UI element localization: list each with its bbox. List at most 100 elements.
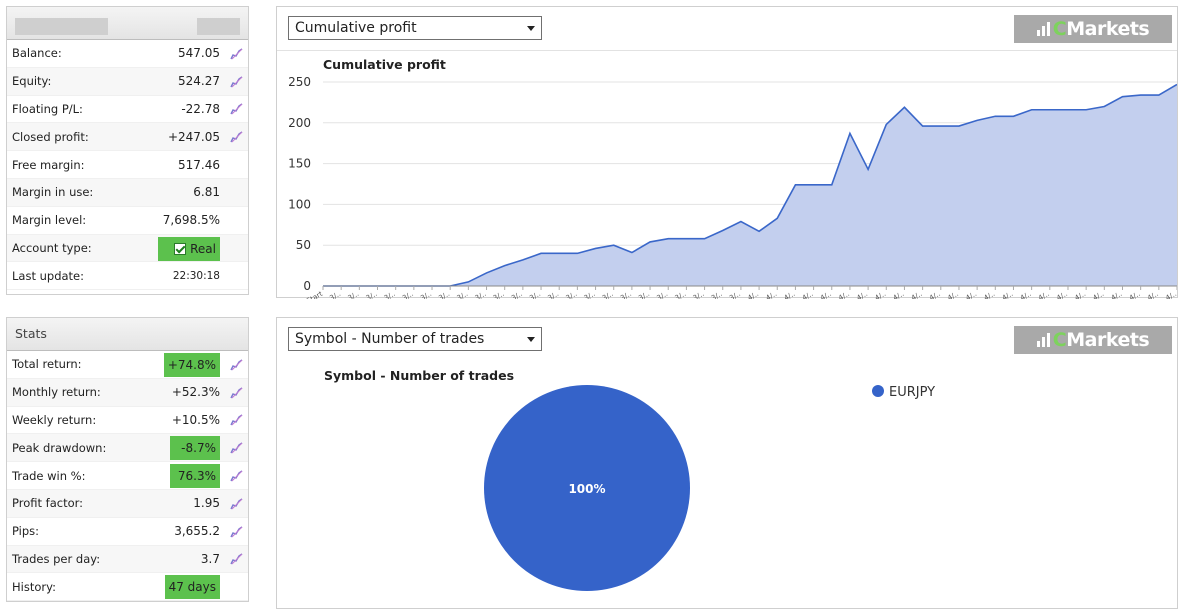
chart-type-select-value: Cumulative profit <box>295 20 417 36</box>
x-tick-label: 3/.. <box>401 290 415 299</box>
x-tick-label: 4/.. <box>983 290 997 299</box>
row-value: 22:30:18 <box>172 269 220 282</box>
x-tick-label: 3/.. <box>510 290 524 299</box>
edit-chart-icon[interactable] <box>230 441 243 454</box>
x-tick-label: 3/.. <box>546 290 560 299</box>
x-tick-label: 3/.. <box>492 290 506 299</box>
x-tick-label: 3/.. <box>456 290 470 299</box>
row-label: Closed profit: <box>12 129 89 144</box>
stats-row: Pips: 3,655.2 <box>7 518 248 546</box>
account-row: Margin in use: 6.81 <box>7 178 248 207</box>
x-tick-label: 3/.. <box>328 290 342 299</box>
x-tick-label: 4/.. <box>928 290 942 299</box>
row-value: 6.81 <box>193 185 220 200</box>
x-tick-label: 4/.. <box>746 290 760 299</box>
edit-chart-icon[interactable] <box>230 552 243 565</box>
edit-chart-icon[interactable] <box>230 75 243 88</box>
row-label: Profit factor: <box>12 496 84 511</box>
edit-chart-icon[interactable] <box>230 525 243 538</box>
x-tick-label: 4/.. <box>946 290 960 299</box>
chevron-down-icon <box>527 337 535 342</box>
account-row: Floating P/L: -22.78 <box>7 96 248 124</box>
edit-chart-icon[interactable] <box>230 47 243 60</box>
stats-row: Weekly return: +10.5% <box>7 407 248 435</box>
chart-type-select-2[interactable]: Symbol - Number of trades <box>288 327 542 351</box>
y-tick-label: 250 <box>288 75 311 89</box>
row-label: Floating P/L: <box>12 101 83 116</box>
row-label: Account type: <box>12 240 92 255</box>
x-tick-label: 4/.. <box>1146 290 1160 299</box>
row-label: Margin in use: <box>12 185 94 200</box>
row-label: Equity: <box>12 74 52 89</box>
row-value: 3,655.2 <box>174 524 220 539</box>
edit-chart-icon[interactable] <box>230 497 243 510</box>
edit-chart-icon[interactable] <box>230 102 243 115</box>
pie-slice <box>484 385 690 591</box>
x-tick-label: 3/.. <box>437 290 451 299</box>
stats-row: Monthly return: +52.3% <box>7 378 248 407</box>
x-tick-label: 4/.. <box>892 290 906 299</box>
x-tick-label: 3/.. <box>347 290 361 299</box>
x-tick-label: 3/.. <box>565 290 579 299</box>
account-name-redacted <box>15 18 108 35</box>
y-tick-label: 100 <box>288 197 311 211</box>
x-tick-label: 4/.. <box>783 290 797 299</box>
x-tick-label: 3/.. <box>474 290 488 299</box>
logo-c-glyph: C <box>1052 18 1067 40</box>
row-value: -8.7% <box>170 436 220 461</box>
x-tick-label: 4/.. <box>1128 290 1142 299</box>
logo-c-glyph: C <box>1052 329 1067 351</box>
x-tick-label: 4/.. <box>1019 290 1033 299</box>
account-row: Equity: 524.27 <box>7 67 248 96</box>
y-tick-label: 150 <box>288 157 311 171</box>
row-label: Trades per day: <box>12 551 101 566</box>
account-header <box>7 7 248 40</box>
symbol-pie-chart: Symbol - Number of trades 100% EURJPY <box>324 368 935 591</box>
x-tick-label: 3/.. <box>728 290 742 299</box>
edit-chart-icon[interactable] <box>230 386 243 399</box>
x-tick-label: 3/.. <box>619 290 633 299</box>
x-tick-label: Start <box>305 290 324 299</box>
edit-chart-icon[interactable] <box>230 358 243 371</box>
account-row: Margin level: 7,698.5% <box>7 207 248 235</box>
broker-logo: C Markets <box>1014 15 1172 43</box>
x-tick-label: 4/.. <box>1164 290 1177 299</box>
x-tick-label: 3/.. <box>710 290 724 299</box>
row-label: Balance: <box>12 46 62 61</box>
x-tick-label: 3/.. <box>637 290 651 299</box>
x-tick-label: 4/.. <box>837 290 851 299</box>
symbol-chart-panel: Symbol - Number of trades C Markets Symbo… <box>276 317 1178 609</box>
row-value: 524.27 <box>178 74 220 89</box>
x-tick-label: 3/.. <box>383 290 397 299</box>
row-label: History: <box>12 579 56 594</box>
stats-row: Total return: +74.8% <box>7 351 248 379</box>
broker-logo-2: C Markets <box>1014 326 1172 354</box>
edit-chart-icon[interactable] <box>230 130 243 143</box>
row-value: +247.05 <box>167 129 220 144</box>
row-value: 547.05 <box>178 46 220 61</box>
chart-title: Cumulative profit <box>323 57 446 72</box>
x-tick-label: 4/.. <box>1001 290 1015 299</box>
edit-chart-icon[interactable] <box>230 469 243 482</box>
account-panel: Balance: 547.05 Equity: 524.27 Floating P/L:… <box>6 6 249 295</box>
legend-label: EURJPY <box>889 385 935 400</box>
chart-type-select-2-value: Symbol - Number of trades <box>295 331 485 347</box>
stats-row: Profit factor: 1.95 <box>7 489 248 518</box>
x-tick-label: 4/.. <box>874 290 888 299</box>
stats-row: Trades per day: 3.7 <box>7 545 248 574</box>
account-row: Last update: 22:30:18 <box>7 262 248 291</box>
x-tick-label: 4/.. <box>1055 290 1069 299</box>
logo-text: Markets <box>1066 18 1150 40</box>
account-row: Account type: Real <box>7 234 248 263</box>
row-value: 517.46 <box>178 157 220 172</box>
row-value: +74.8% <box>163 353 220 377</box>
stats-title: Stats <box>15 326 47 341</box>
row-label: Pips: <box>12 524 40 539</box>
chart-type-select[interactable]: Cumulative profit <box>288 16 542 40</box>
row-value: 1.95 <box>193 496 220 511</box>
x-tick-label: 4/.. <box>1092 290 1106 299</box>
x-tick-label: 3/.. <box>601 290 615 299</box>
row-label: Trade win %: <box>12 468 86 483</box>
x-tick-label: 4/.. <box>801 290 815 299</box>
edit-chart-icon[interactable] <box>230 413 243 426</box>
